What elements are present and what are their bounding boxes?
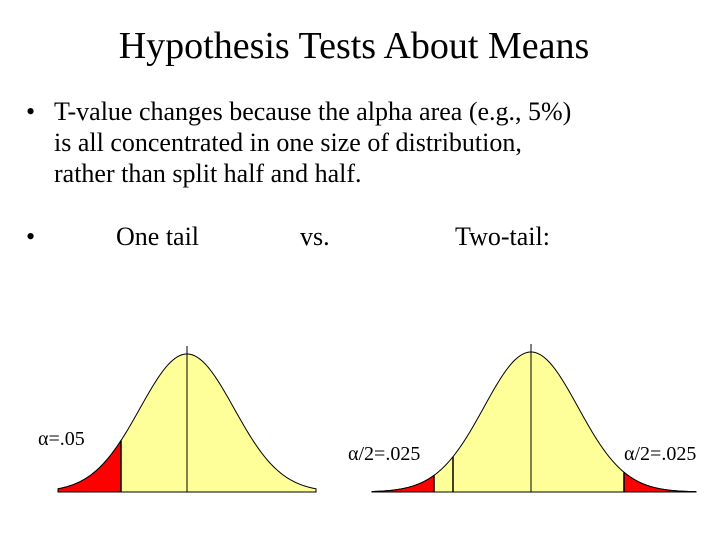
two-tail-label: Two-tail: bbox=[455, 222, 550, 251]
bullet-marker: • bbox=[26, 97, 36, 126]
two-tail-left-alpha-label: α/2=.025 bbox=[348, 443, 420, 465]
two-tail-right-rejection-region bbox=[623, 471, 697, 493]
two-tail-left-rejection-region bbox=[371, 474, 435, 493]
bullet-marker: • bbox=[26, 222, 36, 251]
two-tail-right-alpha-label: α/2=.025 bbox=[624, 443, 696, 465]
one-tail-label: One tail bbox=[116, 222, 200, 251]
slide-title: Hypothesis Tests About Means bbox=[118, 25, 590, 67]
two-tail-curve-area bbox=[371, 351, 697, 493]
bullet-line-1: T-value changes because the alpha area (… bbox=[54, 97, 572, 126]
bullet-line-3: rather than split half and half. bbox=[54, 159, 362, 188]
vs-label: vs. bbox=[300, 222, 330, 251]
one-tail-distribution: α=.05 bbox=[38, 346, 317, 493]
bullet-line-2: is all concentrated in one size of distr… bbox=[54, 128, 522, 157]
one-tail-rejection-region bbox=[57, 438, 122, 493]
two-tail-distribution: α/2=.025 α/2=.025 bbox=[348, 344, 697, 493]
one-tail-alpha-label: α=.05 bbox=[38, 428, 85, 450]
